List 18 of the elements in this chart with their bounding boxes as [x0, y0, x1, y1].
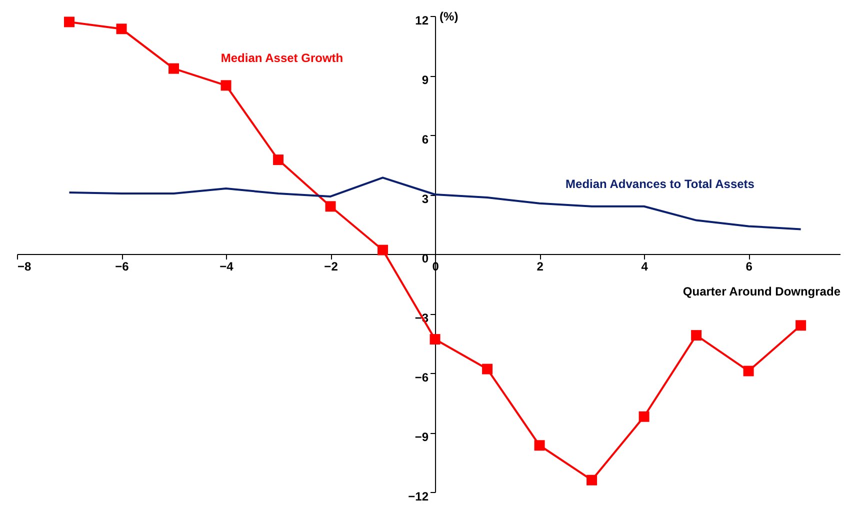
y-tick-label: 9	[422, 73, 429, 87]
y-tick-label: −12	[408, 490, 429, 504]
x-tick-label: 6	[746, 260, 753, 274]
y-tick-label: 12	[415, 14, 429, 28]
y-axis-title: (%)	[440, 10, 458, 24]
series-label: Median Asset Growth	[220, 51, 344, 65]
series-label: Median Advances to Total Assets	[566, 177, 755, 191]
x-tick-label: 2	[536, 260, 544, 274]
y-tick-label: 3	[422, 192, 429, 206]
x-tick-label: 4	[641, 260, 648, 274]
y-tick-label: 6	[422, 132, 429, 146]
y-tick-label: −6	[414, 370, 429, 384]
x-tick-label: −6	[115, 260, 130, 274]
x-tick-label: −2	[324, 260, 338, 274]
y-tick-label: −9	[414, 430, 429, 444]
x-axis-title: Quarter Around Downgrade	[682, 284, 841, 298]
x-tick-label: −8	[18, 260, 32, 274]
x-tick-label: −4	[220, 260, 234, 274]
